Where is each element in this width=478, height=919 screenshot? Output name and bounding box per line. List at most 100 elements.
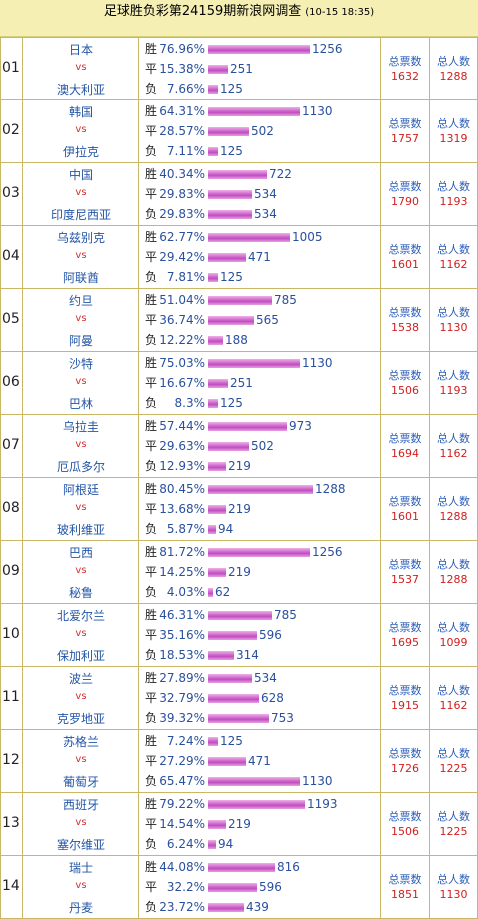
draw-percent: 16.67% bbox=[159, 376, 205, 390]
match-number: 08 bbox=[2, 500, 20, 516]
total-people-value: 1130 bbox=[439, 321, 468, 334]
teams-cell: 乌兹别克 vs 阿联酋 bbox=[23, 226, 139, 288]
win-percent: 40.34% bbox=[159, 167, 205, 181]
away-team[interactable]: 伊拉克 bbox=[62, 145, 99, 159]
win-bar bbox=[208, 107, 300, 116]
away-team[interactable]: 保加利亚 bbox=[56, 649, 105, 663]
total-votes-cell: 总票数 1601 bbox=[381, 226, 430, 288]
win-label: 胜 bbox=[145, 797, 158, 811]
draw-percent: 27.29% bbox=[159, 754, 205, 768]
vs-label: vs bbox=[75, 502, 87, 513]
vote-bars-cell: 胜 80.45% 1288 平 13.68% 219 负 5.87% 94 bbox=[139, 478, 381, 540]
home-team[interactable]: 巴西 bbox=[68, 546, 93, 560]
win-label: 胜 bbox=[145, 860, 158, 874]
away-team[interactable]: 塞尔维亚 bbox=[56, 838, 105, 852]
lose-count: 188 bbox=[225, 333, 248, 347]
home-team[interactable]: 西班牙 bbox=[62, 798, 99, 812]
home-team[interactable]: 瑞士 bbox=[68, 861, 93, 875]
teams-cell: 约旦 vs 阿曼 bbox=[23, 289, 139, 351]
draw-line: 平 14.54% 219 bbox=[145, 815, 251, 833]
vote-bars-cell: 胜 7.24% 125 平 27.29% 471 负 65.47% 1130 bbox=[139, 730, 381, 792]
win-percent: 51.04% bbox=[159, 293, 205, 307]
home-team[interactable]: 日本 bbox=[68, 43, 93, 57]
lose-bar bbox=[208, 147, 218, 156]
lose-percent: 12.93% bbox=[159, 459, 205, 473]
total-people-label: 总人数 bbox=[437, 306, 470, 319]
vote-bars-cell: 胜 51.04% 785 平 36.74% 565 负 12.22% 188 bbox=[139, 289, 381, 351]
match-number-cell: 01 bbox=[1, 38, 23, 100]
win-count: 1256 bbox=[312, 42, 343, 56]
total-votes-value: 1694 bbox=[391, 447, 419, 460]
win-bar bbox=[208, 611, 272, 620]
home-team[interactable]: 苏格兰 bbox=[62, 735, 99, 749]
win-percent: 76.96% bbox=[159, 42, 205, 56]
away-team[interactable]: 厄瓜多尔 bbox=[56, 460, 105, 474]
total-votes-cell: 总票数 1695 bbox=[381, 604, 430, 666]
total-votes-cell: 总票数 1726 bbox=[381, 730, 430, 792]
home-team[interactable]: 沙特 bbox=[68, 357, 93, 371]
home-team[interactable]: 韩国 bbox=[68, 105, 93, 119]
lose-line: 负 12.22% 188 bbox=[145, 331, 248, 349]
home-team[interactable]: 约旦 bbox=[68, 294, 93, 308]
draw-percent: 15.38% bbox=[159, 62, 205, 76]
away-team[interactable]: 秘鲁 bbox=[68, 586, 93, 600]
home-team[interactable]: 中国 bbox=[68, 168, 93, 182]
draw-label: 平 bbox=[145, 250, 158, 264]
win-line: 胜 40.34% 722 bbox=[145, 165, 292, 183]
lose-percent: 7.81% bbox=[166, 270, 205, 284]
table-row: 11 波兰 vs 克罗地亚 胜 27.89% 534 平 32.79% 628 负 39.… bbox=[0, 667, 478, 730]
away-team[interactable]: 澳大利亚 bbox=[56, 83, 105, 97]
lose-percent: 12.22% bbox=[159, 333, 205, 347]
away-team[interactable]: 巴林 bbox=[68, 397, 93, 411]
home-team[interactable]: 乌兹别克 bbox=[56, 231, 105, 245]
draw-bar bbox=[208, 568, 226, 577]
draw-line: 平 36.74% 565 bbox=[145, 311, 279, 329]
draw-label: 平 bbox=[145, 187, 158, 201]
lose-label: 负 bbox=[145, 333, 158, 347]
win-percent: 27.89% bbox=[159, 671, 205, 685]
draw-label: 平 bbox=[145, 880, 158, 894]
lose-line: 负 39.32% 753 bbox=[145, 709, 294, 727]
home-team[interactable]: 乌拉圭 bbox=[62, 420, 99, 434]
match-number-cell: 05 bbox=[1, 289, 23, 351]
away-team[interactable]: 阿曼 bbox=[68, 334, 93, 348]
match-number-cell: 13 bbox=[1, 793, 23, 855]
win-label: 胜 bbox=[145, 671, 158, 685]
away-team[interactable]: 玻利维亚 bbox=[56, 523, 105, 537]
away-team[interactable]: 克罗地亚 bbox=[56, 712, 105, 726]
match-number-cell: 11 bbox=[1, 667, 23, 729]
match-number: 02 bbox=[2, 122, 20, 138]
win-count: 125 bbox=[220, 734, 243, 748]
draw-label: 平 bbox=[145, 628, 158, 642]
home-team[interactable]: 北爱尔兰 bbox=[56, 609, 105, 623]
win-percent: 62.77% bbox=[159, 230, 205, 244]
away-team[interactable]: 阿联酋 bbox=[62, 271, 99, 285]
total-votes-label: 总票数 bbox=[388, 747, 422, 760]
total-people-cell: 总人数 1225 bbox=[430, 730, 478, 792]
draw-bar bbox=[208, 316, 254, 325]
away-team[interactable]: 丹麦 bbox=[68, 901, 93, 915]
away-team[interactable]: 葡萄牙 bbox=[62, 775, 99, 789]
win-line: 胜 80.45% 1288 bbox=[145, 480, 346, 498]
total-people-value: 1193 bbox=[439, 384, 468, 397]
total-votes-cell: 总票数 1915 bbox=[381, 667, 430, 729]
win-label: 胜 bbox=[145, 230, 158, 244]
home-team[interactable]: 波兰 bbox=[68, 672, 93, 686]
lose-label: 负 bbox=[145, 144, 158, 158]
win-line: 胜 44.08% 816 bbox=[145, 858, 300, 876]
lose-line: 负 12.93% 219 bbox=[145, 457, 251, 475]
lose-line: 负 23.72% 439 bbox=[145, 898, 269, 916]
home-team[interactable]: 阿根廷 bbox=[62, 483, 99, 497]
lose-percent: 8.3% bbox=[174, 396, 206, 410]
away-team[interactable]: 印度尼西亚 bbox=[50, 208, 111, 222]
win-count: 1288 bbox=[315, 482, 346, 496]
draw-line: 平 13.68% 219 bbox=[145, 500, 251, 518]
lose-bar bbox=[208, 399, 218, 408]
total-people-label: 总人数 bbox=[437, 180, 470, 193]
table-row: 09 巴西 vs 秘鲁 胜 81.72% 1256 平 14.25% 219 负 4.03… bbox=[0, 541, 478, 604]
total-people-label: 总人数 bbox=[437, 558, 470, 571]
total-people-value: 1099 bbox=[439, 636, 468, 649]
win-bar bbox=[208, 170, 267, 179]
lose-count: 534 bbox=[254, 207, 277, 221]
total-people-cell: 总人数 1193 bbox=[430, 352, 478, 414]
